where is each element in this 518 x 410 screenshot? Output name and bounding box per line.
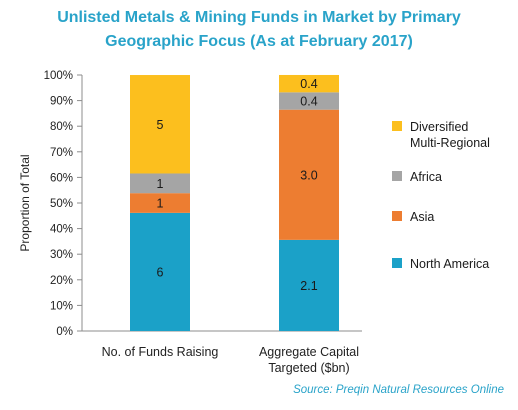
- y-axis-title: Proportion of Total: [18, 154, 32, 251]
- y-tick-label: 30%: [50, 249, 73, 261]
- legend-swatch: [392, 171, 402, 181]
- legend-swatch: [392, 258, 402, 268]
- bar-segment: [130, 173, 190, 194]
- y-tick-label: 20%: [50, 275, 73, 287]
- y-tick-label: 40%: [50, 224, 73, 236]
- bar-segment: [279, 239, 339, 331]
- chart-title: Unlisted Metals & Mining Funds in Market…: [0, 6, 518, 54]
- legend-swatch: [392, 121, 402, 131]
- y-tick-label: 90%: [50, 96, 73, 108]
- bar-segment: [279, 74, 339, 93]
- chart-title-line-1: Unlisted Metals & Mining Funds in Market…: [57, 9, 461, 26]
- legend-label: Diversified: [410, 120, 468, 134]
- x-tick-label: Aggregate Capital: [259, 345, 359, 359]
- legend-label: North America: [410, 257, 489, 271]
- legend-label: Asia: [410, 210, 434, 224]
- y-tick-label: 80%: [50, 121, 73, 133]
- bar-segment: [279, 92, 339, 110]
- legend-label: Multi-Regional: [410, 136, 490, 150]
- bar-segment: [130, 212, 190, 331]
- x-tick-label: No. of Funds Raising: [102, 345, 219, 359]
- chart-title-line-2: Geographic Focus (As at February 2017): [105, 33, 413, 50]
- y-tick-label: 10%: [50, 300, 73, 312]
- y-tick-label: 50%: [50, 198, 73, 210]
- y-tick-label: 70%: [50, 147, 73, 159]
- legend-label: Africa: [410, 170, 442, 184]
- bar-segment: [130, 75, 190, 174]
- bar-segment: [130, 193, 190, 213]
- data-label: 0.4: [300, 77, 317, 91]
- data-label: 2.1: [300, 279, 317, 293]
- bar-segment: [279, 109, 339, 240]
- legend-swatch: [392, 211, 402, 221]
- y-tick-label: 60%: [50, 172, 73, 184]
- x-tick-label: Targeted ($bn): [268, 361, 349, 375]
- data-label: 0.4: [300, 95, 317, 109]
- data-label: 1: [157, 177, 164, 191]
- data-label: 5: [157, 118, 164, 132]
- y-tick-label: 0%: [56, 326, 73, 338]
- data-label: 1: [157, 197, 164, 211]
- source-note: Source: Preqin Natural Resources Online: [293, 384, 504, 396]
- data-label: 3.0: [300, 168, 317, 182]
- data-label: 6: [157, 265, 164, 279]
- y-tick-label: 100%: [44, 70, 73, 82]
